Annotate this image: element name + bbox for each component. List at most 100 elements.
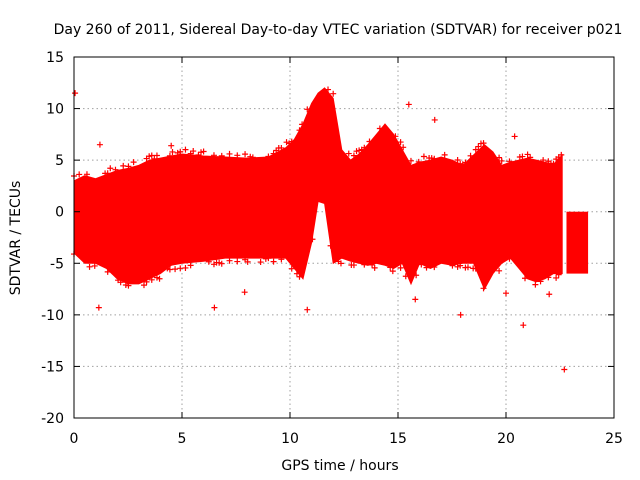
outlier-marker — [412, 296, 419, 303]
y-tick-label: -5 — [50, 256, 64, 272]
fringe-marker — [480, 285, 487, 292]
fringe-marker — [454, 157, 461, 164]
data-series — [71, 86, 589, 373]
outlier-marker — [72, 90, 79, 97]
y-tick-label: -10 — [41, 308, 64, 324]
fringe-marker — [413, 272, 420, 279]
outlier-marker — [511, 133, 518, 140]
fringe-marker — [265, 255, 272, 262]
fringe-marker — [107, 165, 114, 172]
fringe-marker — [457, 262, 464, 269]
y-tick-label: 5 — [55, 153, 64, 169]
fringe-marker — [537, 278, 544, 285]
y-tick-label: 10 — [46, 102, 64, 118]
fringe-marker — [496, 267, 503, 274]
fringe-marker — [498, 157, 505, 164]
fringe-marker — [402, 273, 409, 280]
y-tick-label: -15 — [41, 359, 64, 375]
outlier-marker — [561, 366, 568, 373]
fringe-marker — [350, 152, 357, 159]
fringe-marker — [361, 144, 368, 151]
x-tick-label: 25 — [605, 431, 623, 447]
x-tick-label: 5 — [178, 431, 187, 447]
fringe-marker — [462, 159, 469, 166]
fringe-marker — [506, 158, 513, 165]
outlier-marker — [405, 101, 412, 108]
fringe-marker — [550, 160, 557, 167]
fringe-marker — [325, 86, 332, 93]
fringe-marker — [555, 271, 562, 278]
fringe-marker — [371, 264, 378, 271]
y-tick-label: 0 — [55, 205, 64, 221]
x-tick-label: 15 — [389, 431, 407, 447]
fringe-marker — [345, 150, 352, 157]
fringe-marker — [130, 159, 137, 166]
fringe-marker — [200, 148, 207, 155]
fringe-marker — [91, 262, 98, 269]
x-tick-label: 0 — [70, 431, 79, 447]
fringe-marker — [464, 264, 471, 271]
fringe-marker — [278, 256, 285, 263]
outlier-marker — [95, 304, 102, 311]
fringe-marker — [153, 152, 160, 159]
fringe-marker — [166, 152, 173, 159]
fringe-marker — [467, 152, 474, 159]
fringe-marker — [143, 278, 150, 285]
fringe-marker — [148, 276, 155, 283]
fringe-marker — [389, 268, 396, 275]
outlier-marker — [96, 141, 103, 148]
outlier-marker — [241, 289, 248, 296]
fringe-marker — [519, 153, 526, 160]
y-tick-label: -20 — [41, 411, 64, 427]
chart-title: Day 260 of 2011, Sidereal Day-to-day VTE… — [54, 22, 623, 38]
outlier-marker — [211, 304, 218, 311]
fringe-marker — [392, 133, 399, 140]
fringe-marker — [472, 146, 479, 153]
fringe-marker — [397, 264, 404, 271]
fringe-marker — [226, 257, 233, 264]
fringe-marker — [244, 258, 251, 265]
fringe-marker — [218, 152, 225, 159]
x-tick-label: 10 — [281, 431, 299, 447]
fringe-marker — [177, 148, 184, 155]
fringe-marker — [441, 151, 448, 158]
fringe-marker — [76, 171, 83, 178]
fringe-marker — [527, 154, 534, 161]
fringe-marker — [480, 140, 487, 147]
fringe-marker — [449, 262, 456, 269]
fringe-marker — [387, 264, 394, 271]
fringe-marker — [309, 236, 316, 243]
fringe-marker — [140, 282, 147, 289]
outlier-marker — [431, 116, 438, 123]
fringe-marker — [475, 143, 482, 150]
y-tick-label: 15 — [46, 50, 64, 66]
fringe-marker — [423, 264, 430, 271]
fringe-marker — [226, 150, 233, 157]
fringe-marker — [86, 263, 93, 270]
outlier-marker — [168, 142, 175, 149]
fringe-marker — [553, 274, 560, 281]
fringe-marker — [242, 151, 249, 158]
fringe-marker — [522, 275, 529, 282]
fringe-marker — [117, 279, 124, 286]
fringe-marker — [558, 151, 565, 158]
fringe-marker — [545, 274, 552, 281]
fringe-marker — [210, 152, 217, 159]
fringe-marker — [540, 157, 547, 164]
axis-ticks: 0 5 10 15 20 25 15 10 5 0 -5 -10 -15 -20 — [41, 50, 623, 447]
fringe-marker — [376, 125, 383, 132]
fringe-marker — [125, 282, 132, 289]
fringe-marker — [148, 152, 155, 159]
sdtvar-end-block — [566, 211, 589, 274]
fringe-marker — [270, 258, 277, 265]
sdtvar-envelope — [73, 87, 563, 291]
fringe-marker — [270, 150, 277, 157]
fringe-marker — [177, 265, 184, 272]
fringe-marker — [278, 144, 285, 151]
fringe-marker — [120, 162, 127, 169]
fringe-marker — [104, 268, 111, 275]
fringe-marker — [304, 106, 311, 113]
fringe-marker — [506, 255, 513, 262]
fringe-marker — [296, 127, 303, 134]
fringe-marker — [218, 260, 225, 267]
